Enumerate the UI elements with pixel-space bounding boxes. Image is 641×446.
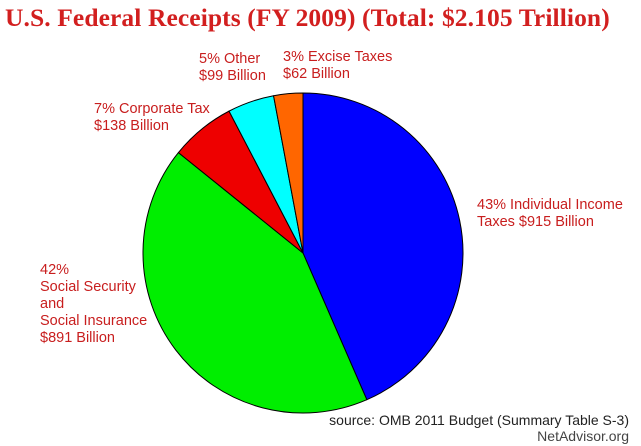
pie-slice-excise-taxes: [273, 92, 304, 254]
label-individual-income: 43% Individual Income Taxes $915 Billion: [477, 197, 623, 231]
label-social-line5: $891 Billion: [40, 330, 115, 346]
label-individual-line2: Taxes $915 Billion: [477, 214, 594, 230]
label-excise-line1: 3% Excise Taxes: [283, 49, 393, 65]
label-corporate-line1: 7% Corporate Tax: [94, 101, 210, 117]
label-individual-line1: 43% Individual Income: [477, 197, 623, 213]
label-corporate-tax: 7% Corporate Tax $138 Billion: [94, 101, 210, 135]
label-social-line2: Social Security: [40, 279, 136, 295]
label-excise-taxes: 3% Excise Taxes $62 Billion: [283, 49, 392, 83]
label-other-line1: 5% Other: [199, 51, 261, 67]
label-social-line3: and: [40, 296, 65, 312]
chart-title: U.S. Federal Receipts (FY 2009) (Total: …: [5, 3, 610, 32]
label-other: 5% Other $99 Billion: [199, 51, 266, 85]
label-other-line2: $99 Billion: [199, 68, 266, 84]
brand-credit: NetAdvisor.org: [537, 428, 629, 444]
label-corporate-line2: $138 Billion: [94, 118, 169, 134]
label-social-security: 42% Social Security and Social Insurance…: [40, 262, 147, 347]
pie-slice-social-security-and-social-insurance: [142, 152, 368, 414]
label-excise-line2: $62 Billion: [283, 66, 350, 82]
label-social-line4: Social Insurance: [40, 313, 148, 329]
source-note: source: OMB 2011 Budget (Summary Table S…: [329, 412, 629, 428]
pie-slice-individual-income-taxes: [302, 92, 464, 401]
label-social-line1: 42%: [40, 262, 70, 278]
